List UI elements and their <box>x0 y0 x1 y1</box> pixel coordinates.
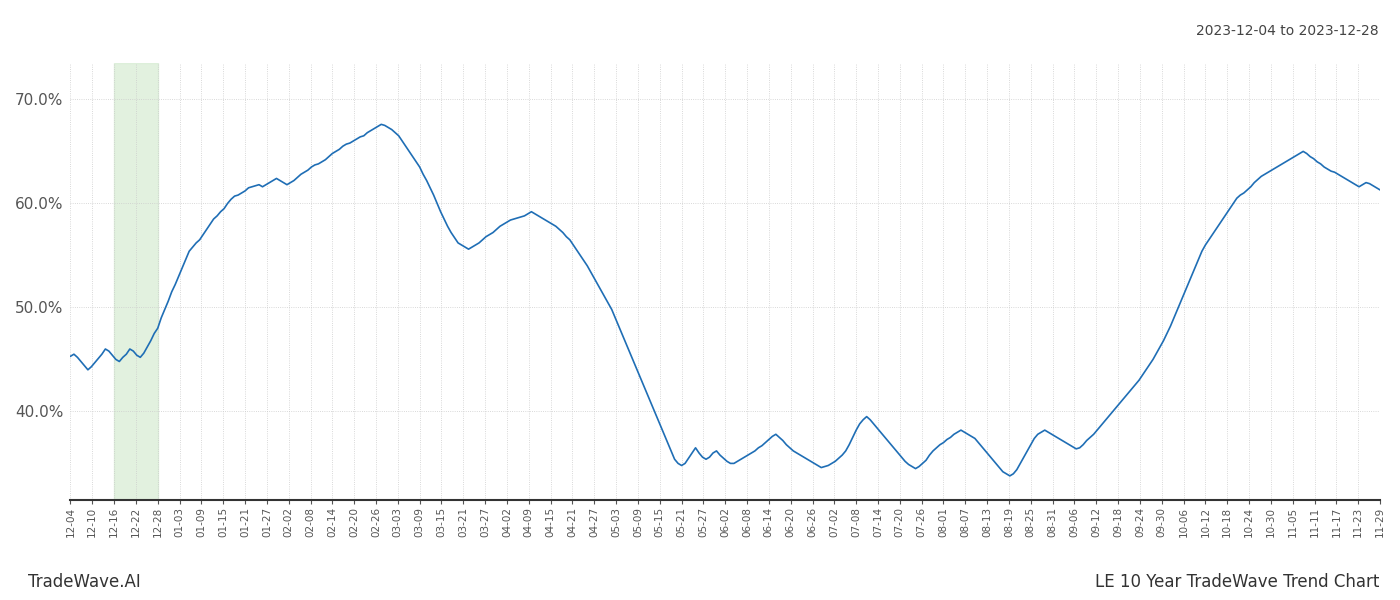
Text: LE 10 Year TradeWave Trend Chart: LE 10 Year TradeWave Trend Chart <box>1095 573 1379 591</box>
Text: TradeWave.AI: TradeWave.AI <box>28 573 141 591</box>
Text: 2023-12-04 to 2023-12-28: 2023-12-04 to 2023-12-28 <box>1197 24 1379 38</box>
Bar <box>113 63 158 500</box>
